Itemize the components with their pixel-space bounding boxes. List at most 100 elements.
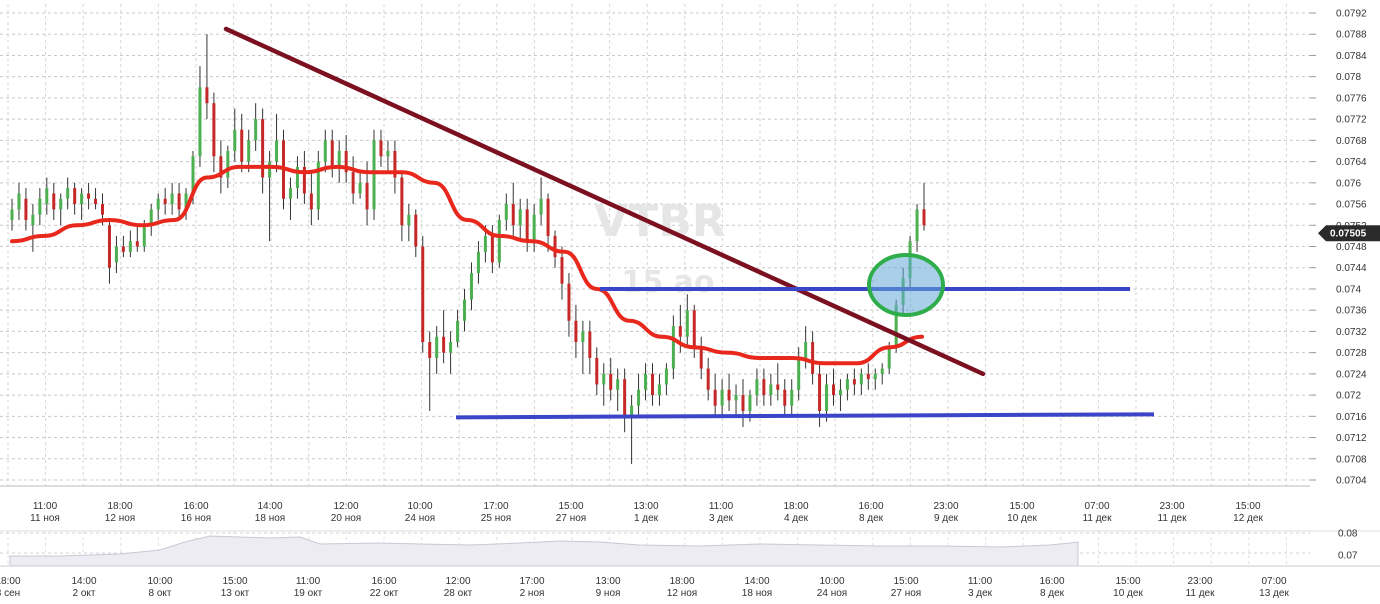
candle bbox=[630, 395, 634, 465]
candle bbox=[414, 209, 418, 258]
navigator-x-time: 11:00 bbox=[296, 576, 321, 587]
navigator-x-time: 17:00 bbox=[519, 576, 544, 587]
candle-body bbox=[10, 209, 14, 220]
candle bbox=[574, 304, 578, 358]
candle bbox=[428, 331, 432, 412]
candle-body bbox=[602, 373, 606, 385]
candle bbox=[177, 182, 181, 220]
navigator-x-date: 22 окт bbox=[370, 588, 399, 599]
candle bbox=[323, 129, 327, 173]
candle-body bbox=[727, 389, 731, 401]
candle bbox=[421, 235, 425, 353]
navigator-x-date: 8 дек bbox=[1040, 588, 1065, 599]
x-tick-date: 3 дек bbox=[709, 513, 734, 524]
navigator-x-date: 13 окт bbox=[221, 588, 250, 599]
candle bbox=[52, 182, 56, 220]
candle-body bbox=[845, 379, 849, 390]
candle bbox=[219, 140, 223, 194]
candle-body bbox=[219, 156, 223, 178]
candle-body bbox=[149, 209, 153, 226]
candle bbox=[685, 294, 689, 348]
candle bbox=[309, 172, 313, 226]
navigator-x-date: 9 ноя bbox=[596, 588, 621, 599]
support-line[interactable] bbox=[455, 412, 1155, 420]
candle-body bbox=[428, 342, 432, 358]
y-tick-label: 0.0768 bbox=[1336, 136, 1367, 147]
candle bbox=[623, 368, 627, 433]
x-tick-time: 18:00 bbox=[107, 501, 132, 512]
candle bbox=[156, 193, 160, 220]
candle bbox=[616, 368, 620, 412]
candle bbox=[595, 347, 599, 396]
candle-body bbox=[121, 246, 125, 252]
candle-body bbox=[588, 331, 592, 358]
candle-body bbox=[393, 150, 397, 178]
candle-body bbox=[560, 257, 564, 284]
y-tick-label: 0.0704 bbox=[1336, 476, 1367, 487]
y-tick-label: 0.0772 bbox=[1336, 115, 1367, 126]
navigator-x-date: 11 дек bbox=[1186, 588, 1216, 599]
candle-body bbox=[720, 389, 724, 406]
navigator-x-time: 14:00 bbox=[744, 576, 769, 587]
candle-body bbox=[518, 209, 522, 226]
candle-body bbox=[671, 326, 675, 369]
candle-body bbox=[268, 161, 272, 178]
candle-body bbox=[811, 342, 815, 374]
candle bbox=[755, 368, 759, 406]
candle-body bbox=[351, 172, 355, 194]
candle-body bbox=[191, 156, 195, 194]
y-tick-label: 0.0728 bbox=[1336, 348, 1367, 359]
candle bbox=[664, 363, 668, 396]
navigator-x-time: 15:00 bbox=[1115, 576, 1140, 587]
candle bbox=[497, 214, 501, 268]
navigator-x-time: 13:00 bbox=[595, 576, 620, 587]
candle-body bbox=[852, 379, 856, 385]
candle bbox=[609, 357, 613, 401]
candle-body bbox=[87, 193, 91, 199]
candle-body bbox=[463, 299, 467, 321]
downtrend-line[interactable] bbox=[223, 26, 986, 377]
candle-body bbox=[323, 140, 327, 162]
candle bbox=[358, 172, 362, 199]
breakout-highlight-circle[interactable] bbox=[867, 252, 945, 317]
candle bbox=[344, 135, 348, 183]
candle-body bbox=[866, 373, 870, 380]
candle-body bbox=[616, 379, 620, 390]
x-tick-time: 07:00 bbox=[1084, 501, 1109, 512]
candle bbox=[838, 379, 842, 412]
x-tick-time: 16:00 bbox=[858, 501, 883, 512]
candle bbox=[107, 219, 111, 284]
candle bbox=[727, 373, 731, 412]
candle bbox=[31, 204, 35, 252]
candle-body bbox=[309, 193, 313, 210]
candle-body bbox=[135, 241, 139, 247]
navigator-y-tick: 0.08 bbox=[1338, 529, 1358, 540]
candle bbox=[407, 204, 411, 242]
candle bbox=[393, 140, 397, 194]
candle bbox=[776, 363, 780, 401]
candle bbox=[456, 310, 460, 348]
candle-body bbox=[17, 193, 21, 210]
candle-body bbox=[504, 204, 508, 220]
candle-body bbox=[664, 368, 668, 385]
candle bbox=[713, 373, 717, 417]
navigator-x-date: 19 окт bbox=[294, 588, 323, 599]
candle bbox=[17, 182, 21, 220]
x-tick-date: 10 дек bbox=[1007, 513, 1037, 524]
candle bbox=[372, 129, 376, 220]
candle-body bbox=[922, 209, 926, 226]
candle-body bbox=[212, 103, 216, 157]
candle-body bbox=[630, 405, 634, 417]
x-tick-date: 1 дек bbox=[634, 513, 659, 524]
candle-body bbox=[880, 368, 884, 374]
candle-body bbox=[831, 384, 835, 396]
candle-body bbox=[469, 273, 473, 300]
candle bbox=[38, 188, 42, 226]
y-tick-label: 0.0764 bbox=[1336, 157, 1367, 168]
candle-body bbox=[372, 140, 376, 210]
candle bbox=[198, 66, 202, 167]
y-tick-label: 0.0708 bbox=[1336, 454, 1367, 465]
